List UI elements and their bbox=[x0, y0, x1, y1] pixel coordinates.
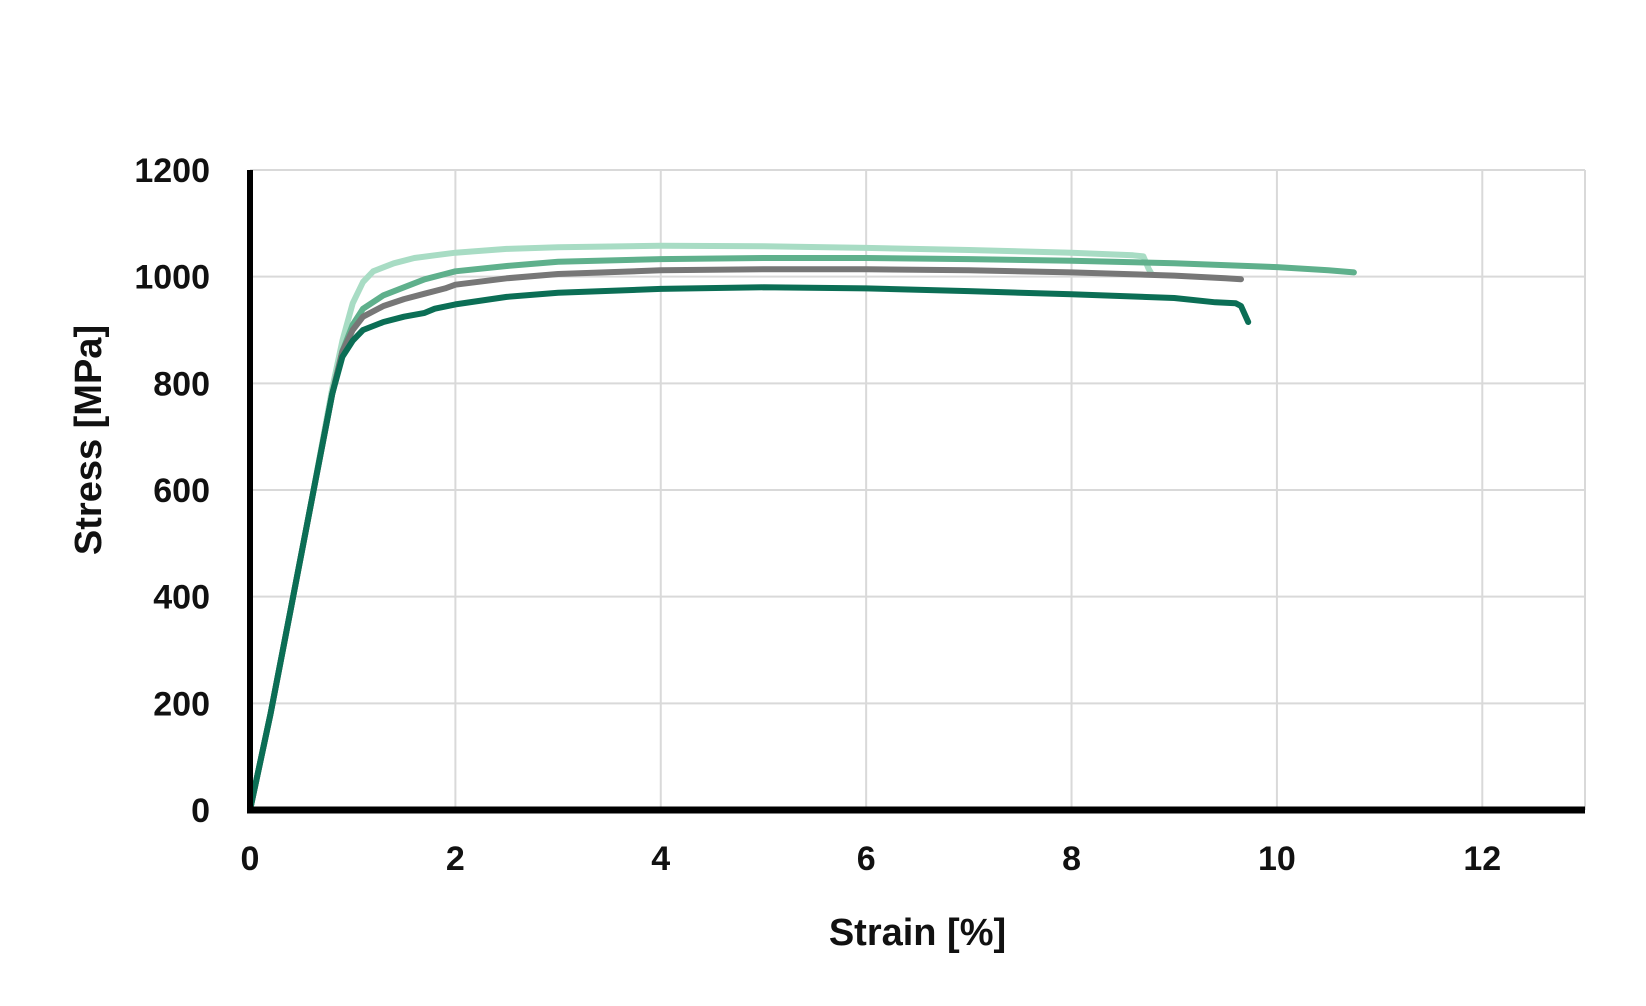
x-tick-label: 2 bbox=[446, 840, 465, 878]
y-tick-label: 400 bbox=[153, 579, 210, 617]
tick-labels: 0 2 4 6 8 10 12 0 200 400 600 800 1000 1200 bbox=[134, 152, 1501, 878]
y-tick-label: 1200 bbox=[134, 152, 210, 190]
axes bbox=[247, 170, 1585, 814]
y-tick-label: 0 bbox=[191, 792, 210, 830]
y-tick-label: 200 bbox=[153, 685, 210, 723]
y-tick-label: 800 bbox=[153, 365, 210, 403]
y-axis-title: Stress [MPa] bbox=[68, 325, 110, 555]
y-tick-label: 600 bbox=[153, 472, 210, 510]
series-line-3 bbox=[247, 266, 1244, 813]
x-tick-label: 10 bbox=[1258, 840, 1296, 878]
series-line-4 bbox=[247, 284, 1252, 813]
x-tick-label: 12 bbox=[1463, 840, 1501, 878]
x-tick-label: 8 bbox=[1062, 840, 1081, 878]
x-tick-label: 6 bbox=[857, 840, 876, 878]
series-line-2 bbox=[247, 255, 1357, 813]
x-axis-title: Strain [%] bbox=[829, 912, 1006, 954]
series-line-1 bbox=[247, 242, 1155, 813]
series-lines bbox=[247, 242, 1357, 813]
x-tick-label: 4 bbox=[651, 840, 670, 878]
y-tick-label: 1000 bbox=[134, 259, 210, 297]
grid-lines bbox=[250, 169, 1586, 810]
x-tick-label: 0 bbox=[241, 840, 260, 878]
